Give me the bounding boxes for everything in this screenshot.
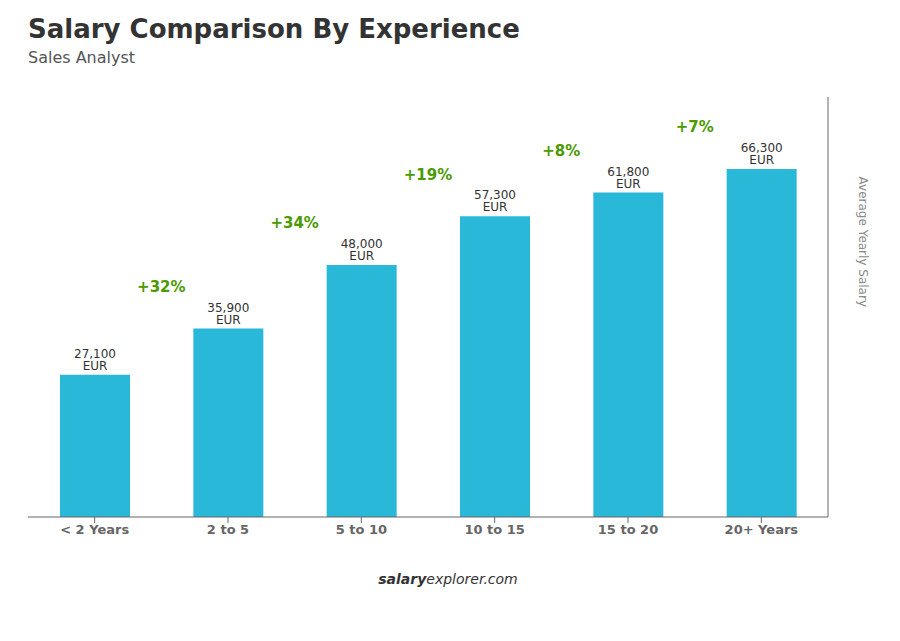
html-text:Sales Analyst: Sales Analyst [28,48,136,67]
svg-text:61,800EUR: 61,800EUR [607,165,649,191]
svg-text:2 to 5: 2 to 5 [207,522,249,537]
svg-text:5 to 10: 5 to 10 [336,522,387,537]
svg-text:+8%: +8% [542,142,580,160]
svg-text:57,300EUR: 57,300EUR [474,188,516,214]
html-text:Salary Comparison By Experienc: Salary Comparison By Experience [28,14,520,44]
html-text:salary explorer.com: salary explorer.com [378,571,518,587]
svg-text:+19%: +19% [404,166,452,184]
svg-text:10 to 15: 10 to 15 [464,522,524,537]
svg-text:35,900EUR: 35,900EUR [207,301,249,327]
svg-text:+34%: +34% [270,214,318,232]
svg-text:27,100EUR: 27,100EUR [74,347,116,373]
svg-text:Average Yearly Salary: Average Yearly Salary [856,177,870,307]
svg-text:66,300EUR: 66,300EUR [741,141,783,167]
svg-text:15 to 20: 15 to 20 [598,522,658,537]
svg-text:20+ Years: 20+ Years [725,522,799,537]
svg-text:+7%: +7% [676,118,714,136]
svg-text:48,000EUR: 48,000EUR [341,237,383,263]
svg-text:< 2 Years: < 2 Years [60,522,129,537]
svg-text:+32%: +32% [137,278,185,296]
